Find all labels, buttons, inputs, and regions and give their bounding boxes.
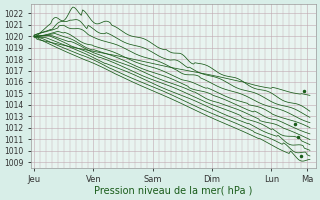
X-axis label: Pression niveau de la mer( hPa ): Pression niveau de la mer( hPa ) — [94, 186, 253, 196]
